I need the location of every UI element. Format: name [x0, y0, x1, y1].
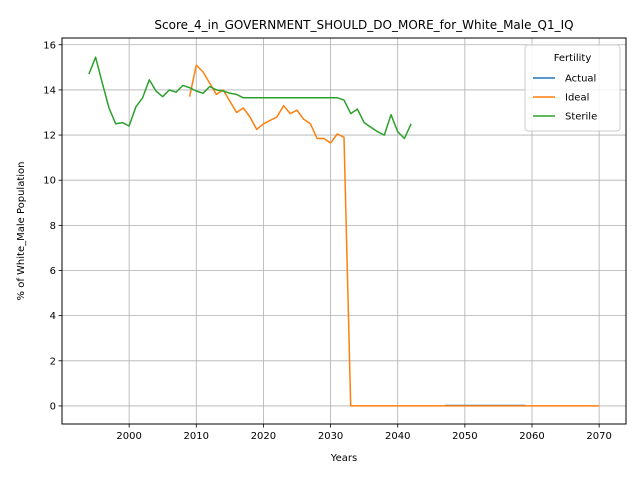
legend-box	[524, 44, 621, 132]
y-tick-label: 2	[50, 356, 56, 367]
legend: Fertility Actual Ideal Sterile	[524, 44, 621, 132]
series-line-ideal	[188, 64, 600, 407]
x-tick-label: 2020	[251, 431, 276, 442]
x-tick-label: 2040	[385, 431, 410, 442]
x-axis-label: Years	[330, 453, 357, 464]
grid-lines	[62, 38, 626, 424]
y-axis-label: % of White_Male Population	[16, 162, 27, 301]
chart-title: Score_4_in_GOVERNMENT_SHOULD_DO_MORE_for…	[154, 18, 573, 32]
x-tick-label: 2060	[519, 431, 544, 442]
legend-title: Fertility	[554, 53, 592, 64]
legend-label-sterile: Sterile	[565, 112, 597, 123]
axis-ticks: 2000 2010 2020 2030 2040 2050 2060 2070 0 2 4 6 8 10 1…	[43, 40, 612, 442]
y-tick-label: 0	[50, 401, 56, 412]
y-tick-label: 12	[43, 131, 56, 142]
x-tick-label: 2000	[116, 431, 141, 442]
x-tick-label: 2070	[586, 431, 611, 442]
legend-label-ideal: Ideal	[565, 93, 589, 104]
y-tick-label: 14	[43, 85, 56, 96]
y-tick-label: 6	[50, 266, 56, 277]
series-line-sterile	[88, 56, 412, 140]
x-tick-label: 2050	[452, 431, 477, 442]
x-tick-label: 2030	[318, 431, 343, 442]
y-tick-label: 16	[43, 40, 56, 51]
legend-label-actual: Actual	[565, 74, 596, 85]
y-tick-label: 8	[50, 221, 56, 232]
y-tick-label: 4	[50, 311, 56, 322]
plot-area-frame	[61, 37, 627, 425]
y-tick-label: 10	[43, 176, 56, 187]
series-lines	[88, 56, 600, 407]
x-tick-label: 2010	[184, 431, 209, 442]
